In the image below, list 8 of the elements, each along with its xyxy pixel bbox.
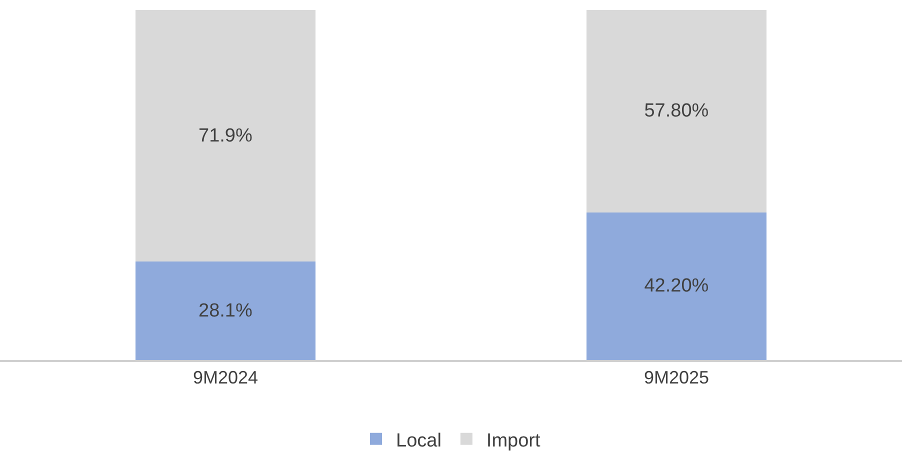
data-label: 42.20% [644, 276, 709, 297]
data-label: 71.9% [198, 125, 252, 146]
data-label: 28.1% [198, 300, 252, 322]
legend-label: Local [396, 430, 442, 452]
x-tick-label: 9M2025 [644, 367, 710, 388]
legend-label: Import [486, 430, 541, 452]
x-tick-label: 9M2024 [192, 367, 258, 388]
data-label: 57.80% [644, 100, 709, 122]
